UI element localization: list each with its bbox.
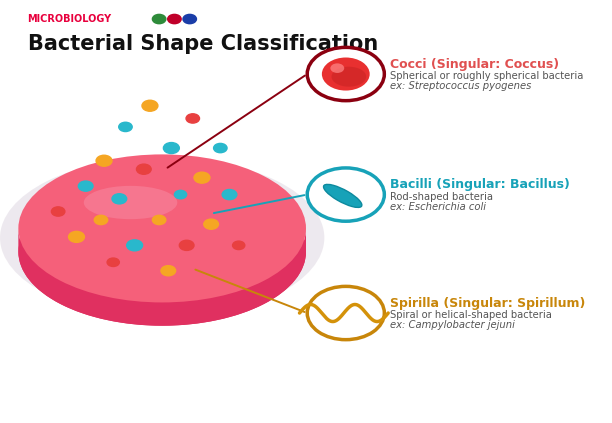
Circle shape xyxy=(107,258,119,266)
Ellipse shape xyxy=(0,157,324,318)
Circle shape xyxy=(214,143,227,153)
Circle shape xyxy=(136,164,151,174)
Circle shape xyxy=(168,14,181,24)
Circle shape xyxy=(183,14,196,24)
Text: Spirilla (Singular: Spirillum): Spirilla (Singular: Spirillum) xyxy=(390,297,586,310)
Ellipse shape xyxy=(18,178,306,326)
Circle shape xyxy=(194,172,210,183)
Polygon shape xyxy=(18,228,306,326)
Text: ex: Campylobacter jejuni: ex: Campylobacter jejuni xyxy=(390,320,515,330)
Circle shape xyxy=(51,207,65,216)
Circle shape xyxy=(307,168,384,221)
Text: Cocci (Singular: Coccus): Cocci (Singular: Coccus) xyxy=(390,58,559,71)
Circle shape xyxy=(174,190,187,199)
Circle shape xyxy=(204,219,218,229)
Text: ex: Escherichia coli: ex: Escherichia coli xyxy=(390,202,487,212)
Circle shape xyxy=(142,100,158,111)
Circle shape xyxy=(330,63,344,73)
Circle shape xyxy=(307,286,384,340)
Circle shape xyxy=(307,47,384,101)
Ellipse shape xyxy=(332,67,366,87)
Text: Rod-shaped bacteria: Rod-shaped bacteria xyxy=(390,192,493,202)
Circle shape xyxy=(78,181,93,191)
Circle shape xyxy=(152,215,166,225)
Circle shape xyxy=(222,190,237,200)
Circle shape xyxy=(233,241,245,250)
Circle shape xyxy=(163,143,179,154)
Circle shape xyxy=(161,266,176,276)
Text: Bacilli (Singular: Bacillus): Bacilli (Singular: Bacillus) xyxy=(390,179,570,191)
Text: Spherical or roughly spherical bacteria: Spherical or roughly spherical bacteria xyxy=(390,71,584,81)
Ellipse shape xyxy=(84,186,177,219)
Ellipse shape xyxy=(18,154,306,302)
Circle shape xyxy=(94,215,108,225)
Circle shape xyxy=(179,240,194,250)
Text: Spiral or helical-shaped bacteria: Spiral or helical-shaped bacteria xyxy=(390,310,553,320)
Text: Bacterial Shape Classification: Bacterial Shape Classification xyxy=(28,34,378,55)
Ellipse shape xyxy=(324,184,362,207)
Circle shape xyxy=(186,114,200,123)
Circle shape xyxy=(152,14,166,24)
Circle shape xyxy=(96,155,112,166)
Circle shape xyxy=(69,231,84,242)
Text: ex: Streptococcus pyogenes: ex: Streptococcus pyogenes xyxy=(390,81,532,91)
Circle shape xyxy=(119,122,132,132)
Circle shape xyxy=(322,58,370,91)
Circle shape xyxy=(112,194,127,204)
Text: MICROBIOLOGY: MICROBIOLOGY xyxy=(28,14,111,24)
Circle shape xyxy=(127,240,143,251)
